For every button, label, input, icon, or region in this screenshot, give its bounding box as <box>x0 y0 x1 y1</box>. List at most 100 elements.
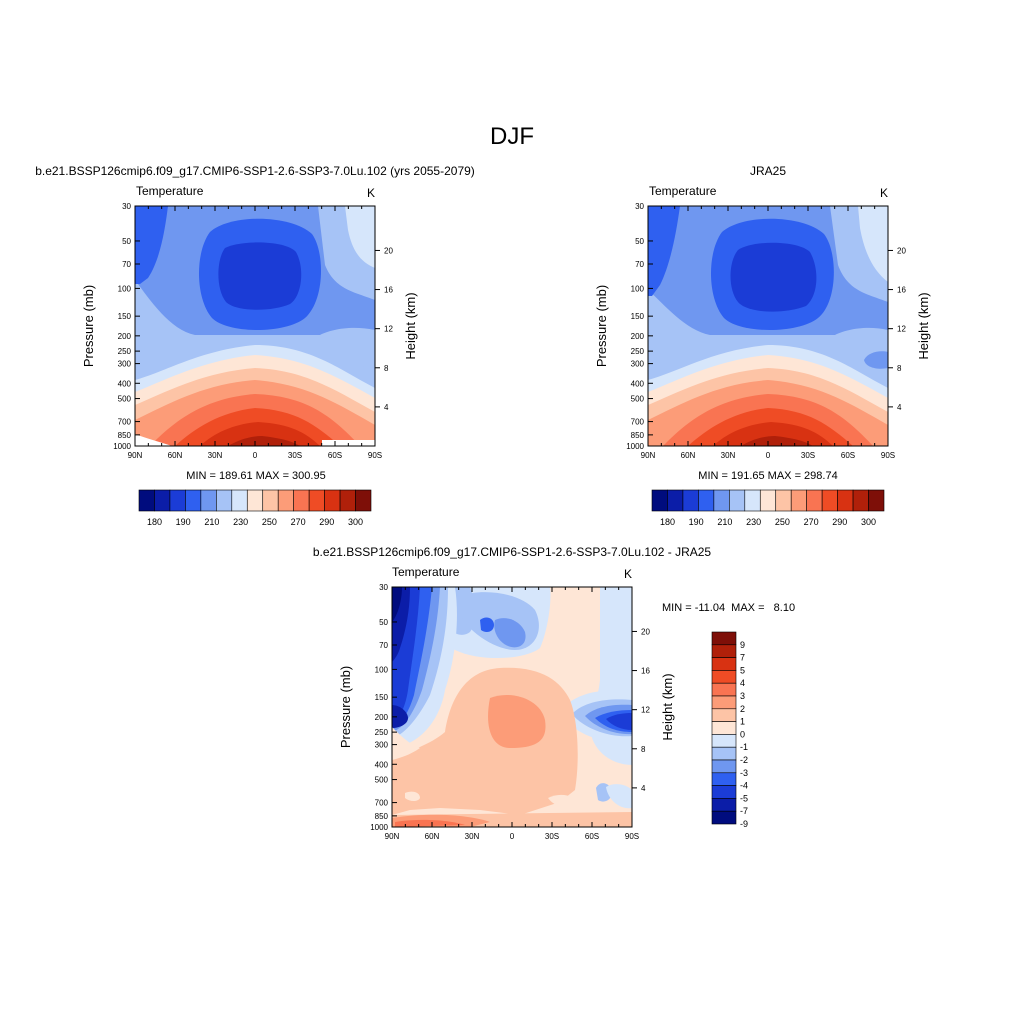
colorbar-swatch <box>169 489 186 512</box>
y-tick-label: 50 <box>635 237 644 246</box>
colorbar-swatch <box>759 489 777 512</box>
contour-band <box>864 351 888 369</box>
colorbar-swatch <box>711 746 737 761</box>
contour-band <box>648 206 680 296</box>
colorbar-label: 1 <box>740 717 745 727</box>
contour-band <box>218 242 302 310</box>
y-tick-label: 250 <box>375 728 389 737</box>
y-tick-label: 500 <box>118 395 132 404</box>
panel-obs: JRA25 Temperature K 30507010015020025030… <box>594 164 931 527</box>
colorbar-swatch <box>711 682 737 697</box>
colorbar-swatch <box>711 670 737 684</box>
panel-obs-title: JRA25 <box>750 164 786 178</box>
panel-diff-units: K <box>624 567 632 581</box>
colorbar-swatch <box>711 695 737 710</box>
y-tick-label: 30 <box>635 202 644 211</box>
x-tick-label: 60N <box>168 451 183 460</box>
panel-model-units: K <box>367 186 375 200</box>
y-tick-label: 100 <box>631 284 645 293</box>
colorbar-label: 0 <box>740 729 745 739</box>
colorbar-label: 300 <box>348 517 363 527</box>
colorbar-swatch <box>713 489 730 512</box>
panel-obs-ylabel-right: Height (km) <box>916 292 931 359</box>
colorbar-label: -9 <box>740 819 748 829</box>
y-tick-label: 250 <box>118 347 132 356</box>
colorbar-swatch <box>729 489 746 512</box>
colorbar-swatch <box>744 489 761 512</box>
y-tick-label: 400 <box>631 379 645 388</box>
colorbar-swatch <box>216 489 233 512</box>
y-tick-label: 300 <box>375 741 389 750</box>
x-tick-label: 90N <box>128 451 143 460</box>
panel-model-variable: Temperature <box>136 184 204 198</box>
y-right-tick-label: 20 <box>897 246 906 255</box>
contour-band <box>480 617 494 633</box>
colorbar-label: 190 <box>689 517 704 527</box>
colorbar-swatch <box>185 489 202 512</box>
contour-band <box>392 705 408 728</box>
x-tick-label: 90S <box>368 451 382 460</box>
y-tick-label: 100 <box>375 665 389 674</box>
x-tick-label: 90N <box>385 832 400 841</box>
colorbar-swatch <box>308 489 325 512</box>
y-tick-label: 100 <box>118 284 132 293</box>
colorbar-label: -1 <box>740 742 748 752</box>
colorbar-swatch <box>711 708 737 722</box>
colorbar-label: -2 <box>740 755 748 765</box>
contour-band <box>494 618 526 648</box>
colorbar-swatch <box>355 489 372 512</box>
x-tick-label: 60S <box>585 832 599 841</box>
colorbar-swatch <box>711 810 737 825</box>
panel-model-ylabel: Pressure (mb) <box>81 285 96 367</box>
panel-diff: b.e21.BSSP126cmip6.f09_g17.CMIP6-SSP1-2.… <box>313 545 795 841</box>
contour-band <box>405 791 420 801</box>
colorbar-label: 290 <box>832 517 847 527</box>
panel-obs-contours <box>648 206 888 446</box>
y-right-tick-label: 20 <box>641 627 650 636</box>
y-tick-label: 1000 <box>370 823 388 832</box>
colorbar-swatch <box>339 489 356 512</box>
page-title: DJF <box>490 123 534 150</box>
y-right-tick-label: 16 <box>641 667 650 676</box>
colorbar-label: 190 <box>176 517 191 527</box>
x-tick-label: 30N <box>465 832 480 841</box>
contour-band <box>488 694 546 748</box>
colorbar-swatch <box>711 759 737 774</box>
y-tick-label: 300 <box>631 360 645 369</box>
colorbar-swatch <box>324 489 341 512</box>
colorbar-label: -4 <box>740 781 748 791</box>
colorbar-swatch <box>790 489 807 512</box>
y-tick-label: 250 <box>631 347 645 356</box>
x-tick-label: 60S <box>841 451 855 460</box>
y-right-tick-label: 4 <box>384 403 389 412</box>
colorbar-label: 270 <box>804 517 819 527</box>
colorbar-swatch <box>711 772 737 786</box>
y-tick-label: 150 <box>118 312 132 321</box>
y-tick-label: 200 <box>375 713 389 722</box>
y-tick-label: 850 <box>631 431 645 440</box>
contour-band <box>200 422 320 446</box>
y-right-tick-label: 8 <box>897 364 902 373</box>
y-right-tick-label: 8 <box>384 364 389 373</box>
x-tick-label: 90S <box>625 832 639 841</box>
y-tick-label: 70 <box>635 260 644 269</box>
panel-obs-stats: MIN = 191.65 MAX = 298.74 <box>698 470 837 482</box>
contour-band <box>858 206 888 282</box>
colorbar-label: 180 <box>660 517 675 527</box>
colorbar-swatch <box>837 489 854 512</box>
panel-diff-stats: MIN = -11.04 MAX = 8.10 <box>662 602 795 614</box>
y-right-tick-label: 12 <box>641 706 650 715</box>
y-tick-label: 70 <box>122 260 131 269</box>
colorbar-swatch <box>138 489 155 512</box>
colorbar-swatch <box>775 489 792 512</box>
colorbar-label: 300 <box>861 517 876 527</box>
contour-band <box>344 329 375 368</box>
contour-band <box>606 784 632 809</box>
contour-band <box>392 587 402 622</box>
colorbar-swatch <box>682 489 699 512</box>
contour-band <box>395 819 465 827</box>
x-tick-label: 30S <box>801 451 815 460</box>
colorbar-swatch <box>711 721 737 735</box>
